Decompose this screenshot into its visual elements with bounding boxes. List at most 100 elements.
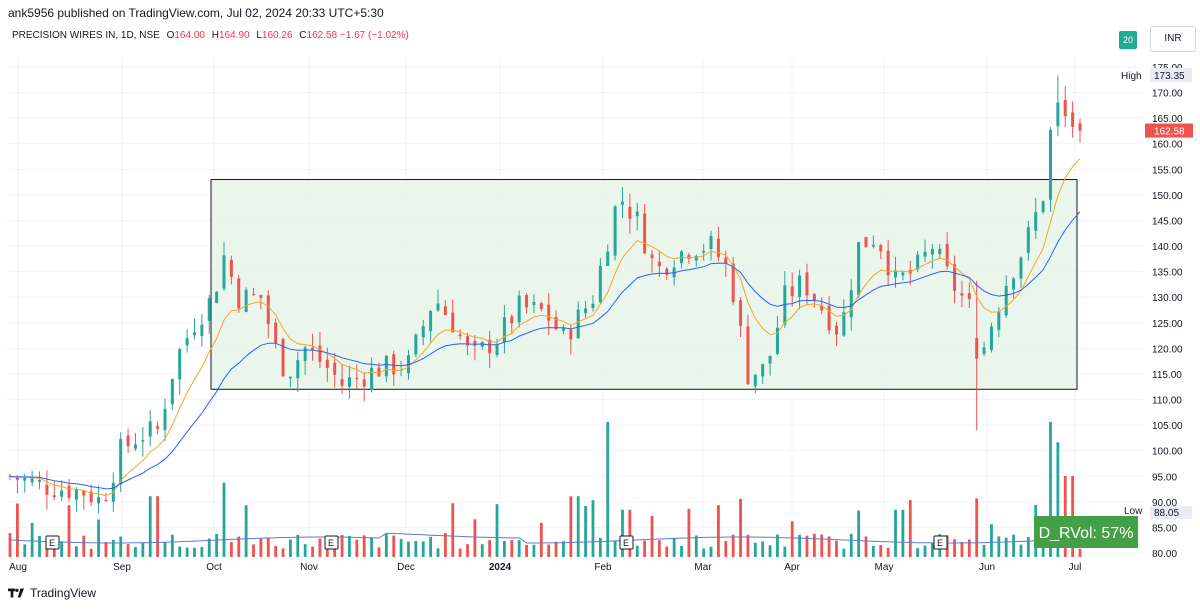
volume-bar [886,547,890,557]
symbol-name: PRECISION WIRES IN, 1D, NSE [12,30,160,41]
volume-bar [724,540,728,557]
candle [392,350,396,386]
volume-bar [473,519,477,557]
candle-body [930,248,934,255]
volume-bar [75,546,78,557]
volume-bar [680,545,683,557]
candle [60,480,64,502]
candle-body [731,263,735,303]
candle-body [414,334,418,355]
candle [525,293,529,314]
volume-bar [303,544,307,557]
candle-body [443,306,447,315]
volume-bar [871,545,875,557]
volume-bar [274,545,278,557]
low-label: L [256,30,262,41]
candle-body [473,340,477,346]
candle [857,241,861,299]
volume-bar [953,539,956,557]
earnings-marker-label: E [328,538,334,548]
volume-bar [975,498,979,557]
y-tick-label: 80.00 [1152,549,1177,560]
candle-body [798,275,802,298]
candle-body [790,286,794,297]
earnings-marker-box [45,535,60,550]
y-axis: 175.00170.00165.00160.00155.00150.00145.… [1152,63,1183,560]
candle [554,310,558,331]
volume-bar [967,539,971,557]
volume-bar [569,496,573,557]
candle-body [746,326,750,385]
candle [591,295,595,312]
candle-body [74,489,78,500]
candle [598,258,602,304]
candle [473,335,477,361]
volume-bar [613,540,617,557]
candle [384,355,388,383]
ema-fast-line [9,158,1081,497]
volume-bar [384,533,388,557]
candle-body [1071,112,1075,127]
candle-body [288,376,292,379]
y-tick-label: 85.00 [1152,523,1177,534]
candle-body [119,439,123,485]
candle [1048,127,1052,212]
candle-body [104,499,108,501]
volume-bar [185,547,189,557]
candle [347,365,351,399]
candle [967,282,971,308]
candle-body [237,278,241,309]
y-tick-label: 90.00 [1152,498,1177,509]
volume-bar [576,496,580,557]
tradingview-brand: TradingView [30,586,97,600]
volume-bar [510,540,514,557]
volume-bar [141,542,145,557]
earnings-marker-label: E [937,538,943,548]
candle-body [812,294,816,302]
volume-bar [1078,548,1082,557]
candle [252,287,256,296]
currency-button[interactable]: INR [1150,26,1196,52]
candle [709,230,713,261]
volume-bar [348,535,351,557]
candle-body [783,285,787,325]
candle-body [901,272,905,276]
candle [222,242,226,291]
volume-bar [8,533,12,557]
y-tick-label: 150.00 [1152,191,1183,202]
candle [458,329,462,340]
candle-body [532,302,536,305]
candle [215,290,219,304]
candle-body [1026,227,1030,253]
volume-bar [148,496,152,557]
candle [119,432,123,493]
candle-body [606,251,610,266]
volume-bar [355,539,359,557]
candle [414,333,418,358]
volume-bar [458,548,462,557]
candle [74,487,78,512]
candle-body [340,379,344,386]
candle [1056,75,1060,137]
low-value: 88.05 [1154,508,1179,519]
candle [303,345,307,375]
candle [502,305,506,354]
candle-body [185,338,189,346]
x-tick-label: Apr [784,562,800,573]
candle-body [362,379,366,387]
volume-bar [193,547,196,557]
candle [790,272,794,307]
candle [163,398,167,442]
candle [886,239,890,287]
change-value: −1.67 (−1.02%) [339,30,409,41]
candle-body [347,377,351,387]
candle-body [1019,257,1023,279]
candle-body [266,295,270,325]
indicator-badge[interactable]: 20 [1119,31,1137,49]
y-tick-label: 100.00 [1152,447,1183,458]
volume-bar [584,506,587,557]
candle [584,300,588,318]
candle-body [768,355,772,364]
earnings-marker: E [933,535,948,550]
